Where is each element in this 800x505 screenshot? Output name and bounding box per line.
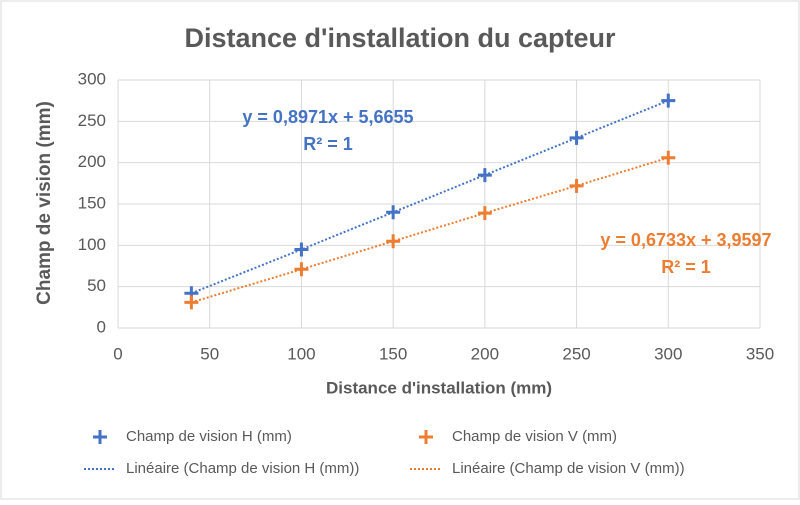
x-tick-label: 350: [746, 344, 774, 363]
x-tick-label: 100: [287, 344, 315, 363]
point: [386, 205, 401, 220]
trend-equation: y = 0,8971x + 5,6655: [242, 107, 413, 127]
legend-label: Linéaire (Champ de vision H (mm)): [126, 460, 359, 477]
legend-marker: [93, 430, 107, 444]
x-tick-label: 300: [654, 344, 682, 363]
y-axis-label: Champ de vision (mm): [34, 101, 55, 305]
trend-r2: R² = 1: [661, 257, 711, 277]
y-tick-label: 250: [78, 111, 106, 130]
x-tick-label: 150: [379, 344, 407, 363]
x-tick-label: 50: [200, 344, 219, 363]
legend-label: Champ de vision H (mm): [126, 428, 292, 445]
point: [661, 150, 676, 165]
point: [477, 168, 492, 183]
y-tick-label: 100: [78, 235, 106, 254]
point: [294, 242, 309, 257]
y-tick-label: 0: [97, 317, 106, 336]
point: [569, 130, 584, 145]
y-tick-label: 300: [78, 69, 106, 88]
x-tick-label: 250: [562, 344, 590, 363]
y-tick-label: 50: [87, 276, 106, 295]
x-tick-label: 0: [113, 344, 122, 363]
legend-marker: [419, 430, 433, 444]
x-tick-label: 200: [471, 344, 499, 363]
trend-r2: R² = 1: [303, 134, 353, 154]
chart-title: Distance d'installation du capteur: [185, 23, 616, 53]
legend-label: Champ de vision V (mm): [452, 428, 617, 445]
point: [569, 178, 584, 193]
point: [661, 93, 676, 108]
x-axis-label: Distance d'installation (mm): [326, 378, 552, 397]
point: [294, 262, 309, 277]
point: [386, 234, 401, 249]
y-tick-label: 200: [78, 152, 106, 171]
point: [184, 295, 199, 310]
point: [477, 206, 492, 221]
y-tick-label: 150: [78, 193, 106, 212]
legend-label: Linéaire (Champ de vision V (mm)): [452, 460, 685, 477]
trend-equation: y = 0,6733x + 3,9597: [600, 230, 771, 250]
